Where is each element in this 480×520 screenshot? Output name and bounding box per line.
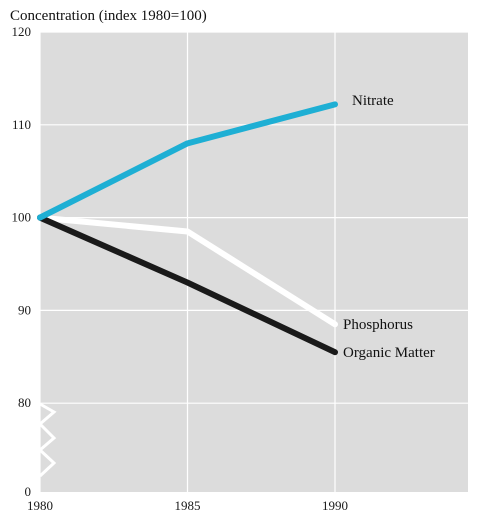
series-labels: Nitrate Phosphorus Organic Matter (343, 93, 435, 361)
series-line-nitrate (37, 101, 338, 221)
y-tick-label: 0 (25, 484, 32, 499)
y-tick-label: 120 (12, 24, 32, 39)
y-tick-label: 80 (18, 395, 31, 410)
chart-title: Concentration (index 1980=100) (10, 8, 207, 24)
axis-break (37, 402, 57, 478)
plot-area (40, 32, 468, 492)
series-line-organic-matter (37, 214, 338, 356)
series-label-organic-matter: Organic Matter (343, 345, 435, 361)
y-tick-label: 110 (12, 117, 31, 132)
series-label-nitrate: Nitrate (352, 93, 394, 109)
series-label-phosphorus: Phosphorus (343, 317, 413, 333)
x-tick-label: 1980 (27, 498, 53, 513)
gridlines (39, 31, 468, 492)
x-tick-label: 1990 (322, 498, 348, 513)
series-lines (37, 101, 338, 356)
x-tick-label: 1985 (175, 498, 201, 513)
series-line-phosphorus (37, 214, 338, 328)
y-tick-label: 100 (12, 210, 32, 225)
y-tick-label: 90 (18, 302, 31, 317)
axis-break-zigzag (37, 402, 57, 478)
